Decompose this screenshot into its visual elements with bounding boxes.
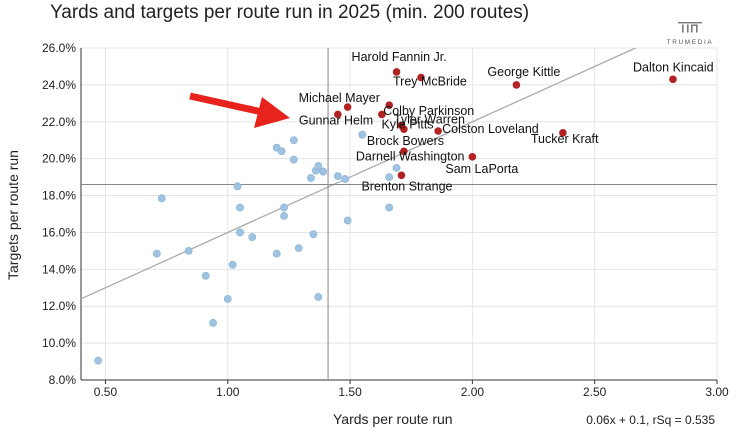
data-point [343, 216, 352, 225]
data-point [236, 228, 244, 237]
data-point [314, 162, 323, 170]
data-point [277, 147, 286, 156]
data-point [223, 294, 232, 303]
point-label: Harold Fannin Jr. [352, 50, 447, 64]
point-label: Sam LaPorta [445, 162, 518, 176]
y-tick-label: 22.0% [42, 115, 76, 129]
x-tick-label: 1.50 [338, 385, 362, 399]
data-point [280, 211, 288, 220]
highlighted-point [512, 81, 521, 89]
x-tick-label: 2.00 [461, 385, 485, 399]
data-point [184, 246, 193, 255]
point-label: Brock Bowers [367, 134, 444, 148]
point-label: Tucker Kraft [531, 132, 599, 146]
point-label: Darnell Washington [356, 149, 465, 163]
x-tick-label: 3.00 [705, 385, 729, 399]
point-label: George Kittle [487, 65, 560, 79]
trumedia-logo: TRUMEDIA [660, 20, 720, 46]
trumedia-logo-icon [678, 22, 702, 33]
annotation-arrow-shaft [189, 92, 263, 116]
highlighted-point [343, 103, 352, 111]
data-point [309, 230, 318, 239]
data-point [314, 293, 323, 301]
y-tick-label: 10.0% [42, 336, 76, 350]
data-point [333, 172, 342, 181]
x-tick-label: 2.50 [583, 385, 607, 399]
y-tick-label: 14.0% [42, 262, 76, 276]
data-point [157, 194, 166, 203]
point-label: Gunnar Helm [299, 113, 373, 127]
highlighted-point [417, 73, 425, 82]
point-label: Michael Mayer [299, 91, 380, 105]
data-point [385, 203, 394, 212]
chart-title: Yards and targets per route run in 2025 … [50, 2, 530, 23]
data-point [228, 260, 237, 269]
data-point [248, 233, 257, 241]
y-tick-label: 20.0% [42, 152, 76, 166]
point-label: Trey McBride [393, 75, 467, 89]
highlighted-point [334, 110, 342, 119]
data-point [385, 173, 394, 182]
highlighted-point [378, 110, 386, 119]
data-point [319, 167, 328, 176]
point-label: Dalton Kincaid [633, 60, 714, 74]
y-tick-label: 18.0% [42, 189, 76, 203]
highlighted-point [669, 75, 677, 84]
x-axis-label: Yards per route run [333, 411, 453, 427]
highlighted-point [468, 153, 477, 161]
highlighted-point [400, 147, 408, 156]
y-tick-label: 24.0% [42, 78, 76, 92]
data-point [307, 174, 315, 182]
x-tick-label: 1.00 [216, 385, 240, 399]
data-point [294, 244, 303, 253]
y-tick-label: 8.0% [49, 373, 77, 387]
highlighted-point [385, 101, 394, 109]
y-tick-label: 16.0% [42, 225, 76, 239]
x-tick-label: 0.50 [94, 385, 118, 399]
highlighted-point [559, 129, 567, 137]
highlighted-point [434, 127, 442, 135]
data-point [392, 163, 401, 172]
data-point [289, 136, 298, 145]
annotation-arrow-head [254, 97, 290, 128]
data-point [280, 203, 288, 212]
data-point [289, 155, 298, 164]
point-label: Colston Loveland [442, 122, 539, 136]
point-label: Kyle Pitts [381, 117, 433, 131]
data-point [233, 182, 242, 191]
point-label: Tyler Warren [394, 112, 465, 126]
y-tick-label: 26.0% [42, 41, 76, 55]
data-point [236, 203, 244, 212]
data-point [152, 249, 161, 258]
data-point [341, 175, 350, 183]
data-point [272, 249, 281, 258]
highlighted-point [392, 68, 401, 76]
data-point [201, 271, 210, 280]
data-point [94, 356, 103, 365]
highlighted-point [400, 125, 408, 133]
point-label: Brenton Strange [361, 179, 452, 193]
point-label: Colby Parkinson [383, 104, 474, 118]
fit-equation-label: 0.06x + 0.1, rSq = 0.535 [586, 413, 715, 427]
highlighted-point [397, 171, 406, 180]
logo-text: TRUMEDIA [666, 39, 714, 46]
data-point [358, 130, 367, 139]
data-point [209, 318, 217, 327]
y-tick-label: 12.0% [42, 299, 76, 313]
